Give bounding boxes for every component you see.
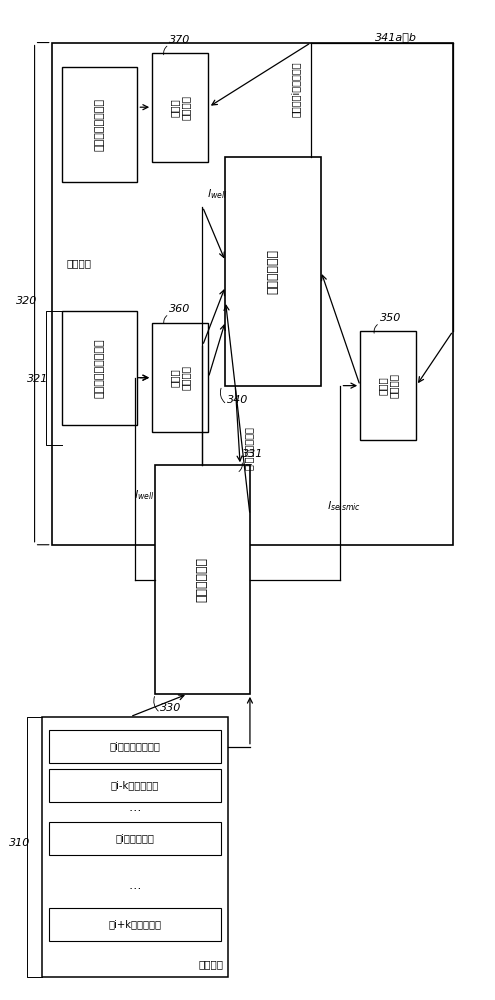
Text: 第i道初始模型数据: 第i道初始模型数据 (109, 742, 160, 752)
Text: 第二输入: 第二输入 (66, 258, 92, 268)
Bar (49, 730, 221, 763)
Text: 第i+k道地震数据: 第i+k道地震数据 (108, 920, 161, 930)
Text: 正演神经网络: 正演神经网络 (267, 249, 280, 294)
Text: 320: 320 (15, 296, 37, 306)
Text: 370: 370 (169, 35, 191, 45)
Bar (152, 52, 208, 162)
Text: 330: 330 (160, 703, 182, 713)
Text: 反演神经网络: 反演神经网络 (196, 557, 209, 602)
Bar (51, 43, 453, 545)
Text: 331: 331 (242, 449, 263, 459)
Bar (61, 311, 138, 425)
Bar (226, 157, 321, 386)
Text: $l_{well}$: $l_{well}$ (207, 187, 228, 201)
Bar (154, 465, 250, 694)
Text: 310: 310 (9, 838, 30, 848)
Text: 340: 340 (227, 395, 248, 405)
Text: 第i道地震数据: 第i道地震数据 (115, 833, 154, 843)
Text: 第三条
确定模式: 第三条 确定模式 (169, 95, 191, 120)
Bar (61, 67, 138, 182)
Text: …: … (129, 801, 141, 814)
Bar (42, 717, 228, 977)
Text: $l_{well}$: $l_{well}$ (134, 488, 154, 502)
Text: 井位处的波阻抗数据: 井位处的波阻抗数据 (95, 338, 104, 398)
Text: 第i道波阻抗数据: 第i道波阻抗数据 (244, 426, 254, 470)
Text: 350: 350 (380, 313, 401, 323)
Text: …: … (129, 879, 141, 892)
Bar (49, 769, 221, 802)
Text: 第一输入: 第一输入 (198, 959, 224, 969)
Text: 井位处的地震数据: 井位处的地震数据 (95, 98, 104, 151)
Bar (49, 822, 221, 855)
Text: 合成的第i道地震数据: 合成的第i道地震数据 (291, 62, 300, 117)
Text: 第一条
确定模式: 第一条 确定模式 (377, 373, 399, 398)
Text: 第二条
确定模式: 第二条 确定模式 (169, 365, 191, 390)
Text: $l_{seismic}$: $l_{seismic}$ (327, 499, 361, 513)
Bar (49, 908, 221, 941)
Text: 第i-k道地震数据: 第i-k道地震数据 (111, 780, 159, 790)
Bar (152, 323, 208, 432)
Text: 321: 321 (27, 374, 49, 384)
Text: 360: 360 (169, 304, 191, 314)
Text: 341a、b: 341a、b (375, 32, 417, 42)
Bar (360, 331, 416, 440)
